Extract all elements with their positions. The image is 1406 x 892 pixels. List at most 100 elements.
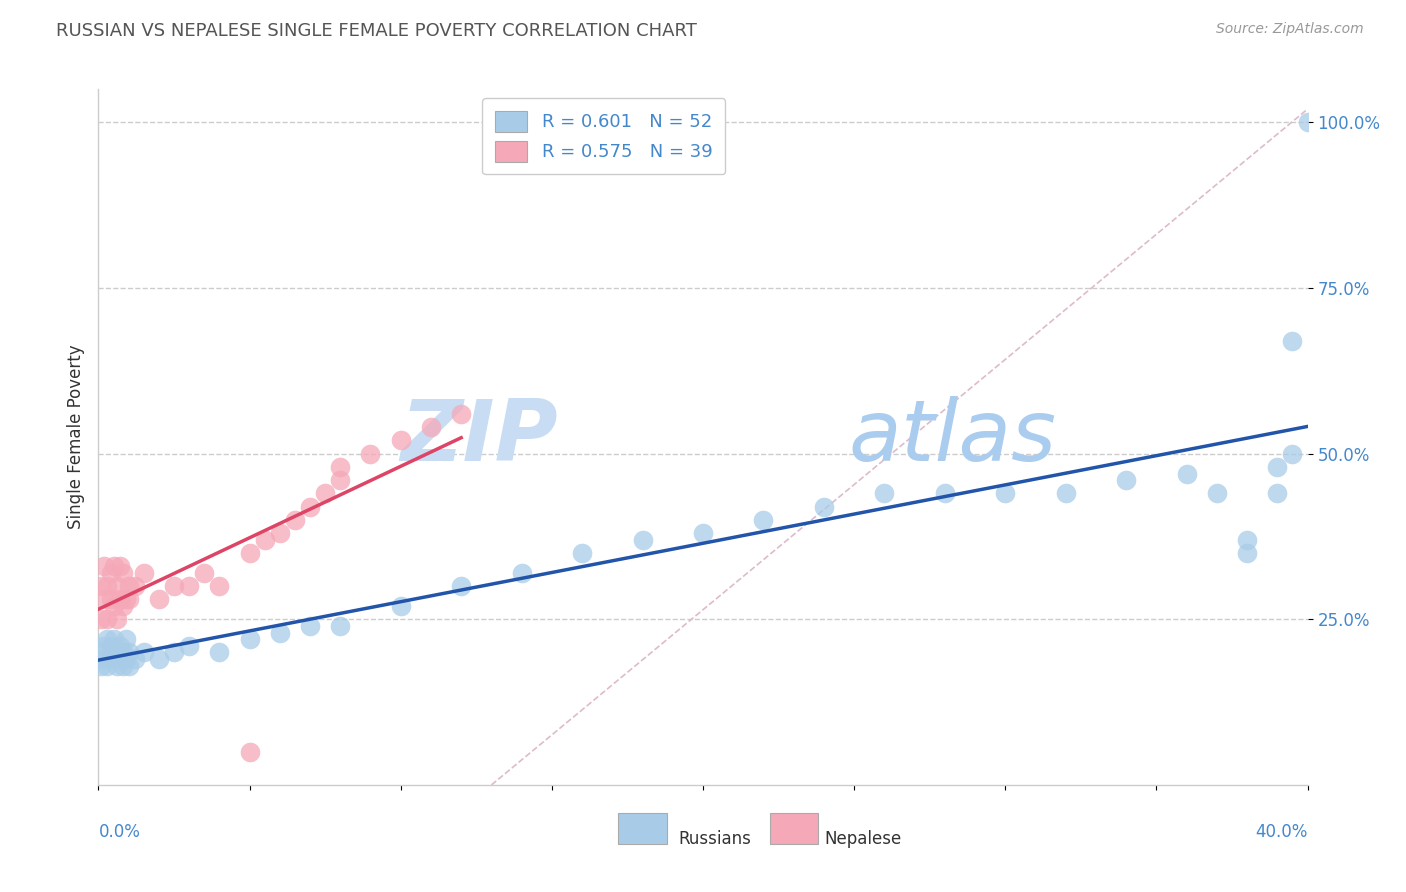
Point: [1236, 533, 1258, 547]
Point: [360, 447, 382, 461]
Point: [329, 619, 352, 633]
Point: [90, 579, 112, 593]
Point: [93, 639, 115, 653]
Point: [111, 566, 134, 580]
Point: [631, 533, 654, 547]
Point: [124, 579, 146, 593]
Point: [813, 500, 835, 514]
Point: [208, 645, 231, 659]
Point: [1281, 447, 1303, 461]
Text: 40.0%: 40.0%: [1256, 823, 1308, 841]
Text: 0.0%: 0.0%: [98, 823, 141, 841]
Point: [105, 579, 128, 593]
Point: [105, 612, 128, 626]
Point: [108, 652, 131, 666]
Point: [124, 652, 146, 666]
Point: [208, 579, 231, 593]
Point: [284, 513, 307, 527]
Point: [132, 566, 155, 580]
Point: [329, 473, 352, 487]
Point: [389, 434, 412, 448]
Point: [103, 645, 125, 659]
Point: [314, 486, 336, 500]
Point: [510, 566, 533, 580]
Point: [90, 658, 112, 673]
Point: [239, 745, 262, 759]
Point: [1236, 546, 1258, 560]
Point: [118, 579, 141, 593]
Point: [93, 559, 115, 574]
Point: [873, 486, 896, 500]
Point: [118, 645, 141, 659]
Point: [100, 639, 122, 653]
Point: [299, 619, 322, 633]
Point: [1265, 486, 1288, 500]
Point: [450, 579, 472, 593]
Point: [1296, 115, 1319, 129]
Bar: [769, 813, 818, 844]
Point: [994, 486, 1017, 500]
Point: [111, 599, 134, 613]
Point: [329, 459, 352, 474]
Point: [1281, 334, 1303, 348]
Point: [103, 599, 125, 613]
Point: [114, 652, 136, 666]
Bar: [619, 813, 666, 844]
Point: [114, 592, 136, 607]
Point: [1265, 459, 1288, 474]
Point: [934, 486, 956, 500]
Point: [419, 420, 441, 434]
Point: [450, 407, 472, 421]
Point: [96, 632, 118, 647]
Point: [111, 645, 134, 659]
Point: [752, 513, 775, 527]
Text: RUSSIAN VS NEPALESE SINGLE FEMALE POVERTY CORRELATION CHART: RUSSIAN VS NEPALESE SINGLE FEMALE POVERT…: [56, 22, 697, 40]
Text: Nepalese: Nepalese: [824, 830, 901, 848]
Point: [93, 592, 115, 607]
Point: [96, 658, 118, 673]
Point: [193, 566, 215, 580]
Text: ZIP: ZIP: [401, 395, 558, 479]
Point: [100, 652, 122, 666]
Point: [96, 579, 118, 593]
Point: [299, 500, 322, 514]
Point: [1175, 467, 1198, 481]
Point: [269, 526, 291, 541]
Point: [105, 645, 128, 659]
Point: [571, 546, 593, 560]
Point: [103, 559, 125, 574]
Point: [177, 639, 201, 653]
Text: atlas: atlas: [848, 395, 1056, 479]
Point: [692, 526, 714, 541]
Point: [90, 645, 112, 659]
Point: [105, 658, 128, 673]
Y-axis label: Single Female Poverty: Single Female Poverty: [66, 345, 84, 529]
Point: [148, 592, 170, 607]
Point: [148, 652, 170, 666]
Text: Russians: Russians: [679, 830, 752, 848]
Point: [163, 645, 186, 659]
Point: [1054, 486, 1077, 500]
Point: [118, 592, 141, 607]
Point: [132, 645, 155, 659]
Point: [239, 632, 262, 647]
Point: [96, 612, 118, 626]
Point: [111, 658, 134, 673]
Point: [1115, 473, 1137, 487]
Point: [90, 612, 112, 626]
Point: [163, 579, 186, 593]
Point: [100, 592, 122, 607]
Text: Source: ZipAtlas.com: Source: ZipAtlas.com: [1216, 22, 1364, 37]
Point: [108, 639, 131, 653]
Point: [177, 579, 201, 593]
Point: [253, 533, 276, 547]
Point: [1206, 486, 1229, 500]
Point: [93, 652, 115, 666]
Point: [114, 632, 136, 647]
Point: [239, 546, 262, 560]
Point: [108, 559, 131, 574]
Point: [108, 592, 131, 607]
Point: [118, 658, 141, 673]
Point: [269, 625, 291, 640]
Legend: R = 0.601   N = 52, R = 0.575   N = 39: R = 0.601 N = 52, R = 0.575 N = 39: [482, 98, 725, 174]
